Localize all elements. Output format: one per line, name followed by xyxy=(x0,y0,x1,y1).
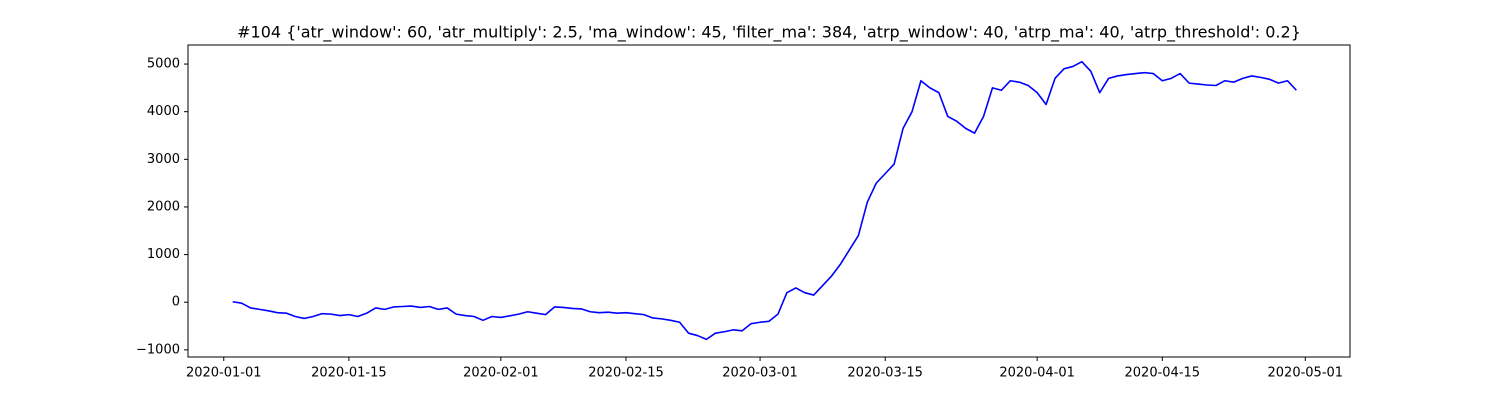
x-tick-label: 2020-02-01 xyxy=(463,366,539,381)
x-tick-label: 2020-05-01 xyxy=(1268,366,1344,381)
plot-frame xyxy=(187,44,1351,358)
y-tick-label: 5000 xyxy=(147,57,180,72)
x-tick-label: 2020-04-15 xyxy=(1125,366,1201,381)
y-tick-label: 3000 xyxy=(147,152,180,167)
x-tick-label: 2020-03-01 xyxy=(722,366,798,381)
x-tick-label: 2020-01-01 xyxy=(186,366,262,381)
x-tick-label: 2020-01-15 xyxy=(311,366,387,381)
y-tick-label: 0 xyxy=(172,295,180,310)
y-tick-label: 2000 xyxy=(147,199,180,214)
x-tick-label: 2020-03-15 xyxy=(847,366,923,381)
line-series xyxy=(232,60,1297,341)
y-tick-label: 4000 xyxy=(147,104,180,119)
x-tick-label: 2020-04-01 xyxy=(999,366,1075,381)
y-tick-label: −1000 xyxy=(136,342,180,357)
chart-title: #104 {'atr_window': 60, 'atr_multiply': … xyxy=(237,23,1301,43)
y-tick-label: 1000 xyxy=(147,247,180,262)
x-tick-label: 2020-02-15 xyxy=(588,366,664,381)
